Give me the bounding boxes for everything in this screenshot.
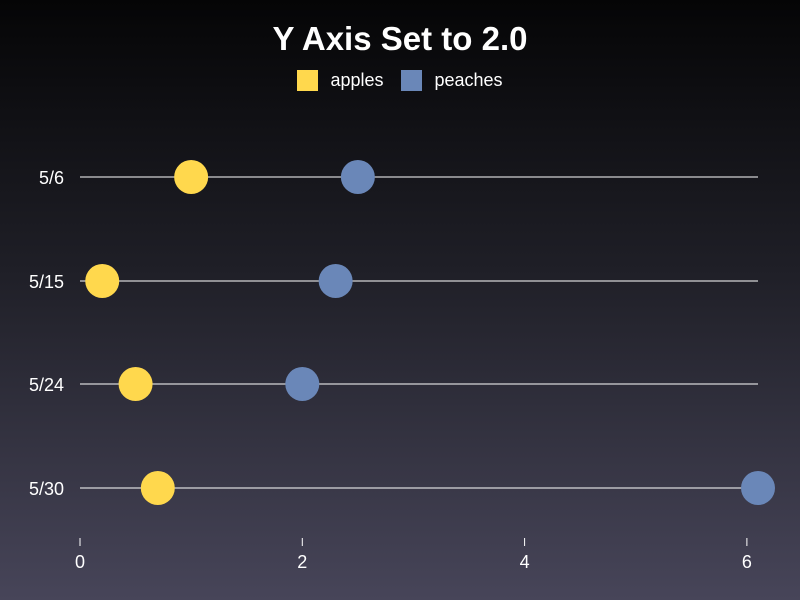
legend-label-apples: apples	[330, 70, 384, 90]
legend-item-peaches[interactable]: peaches	[401, 70, 503, 91]
data-point-peaches	[318, 264, 353, 298]
data-point-apples	[118, 367, 153, 401]
x-tick-label: 4	[520, 552, 530, 572]
data-point-peaches	[285, 367, 320, 401]
data-point-apples	[85, 264, 120, 298]
x-tick-label: 2	[297, 552, 307, 572]
data-point-apples	[140, 471, 175, 505]
legend-swatch-peaches	[401, 70, 423, 91]
y-tick-label: 5/30	[29, 479, 64, 499]
data-point-peaches	[741, 471, 775, 505]
data-point-apples	[174, 160, 209, 194]
y-tick-label: 5/6	[39, 168, 64, 188]
data-point-peaches	[340, 160, 375, 194]
legend: apples peaches	[0, 70, 800, 91]
legend-item-apples[interactable]: apples	[297, 70, 383, 91]
legend-swatch-apples	[297, 70, 319, 91]
legend-label-peaches: peaches	[434, 70, 503, 90]
y-tick-label: 5/15	[29, 272, 64, 292]
x-tick-label: 6	[742, 552, 752, 572]
chart-title: Y Axis Set to 2.0	[272, 20, 528, 57]
y-tick-label: 5/24	[29, 375, 64, 395]
x-tick-label: 0	[75, 552, 85, 572]
